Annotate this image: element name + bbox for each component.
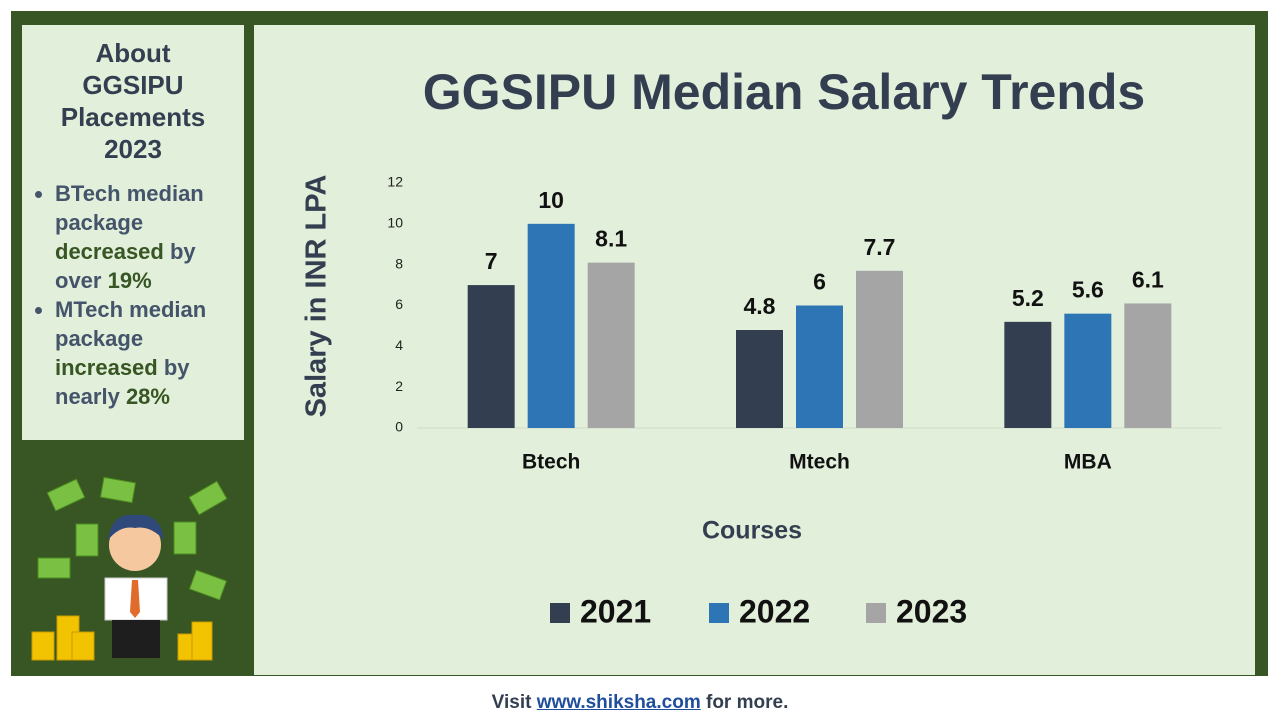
bar xyxy=(1004,321,1052,428)
y-tick-label: 8 xyxy=(395,255,403,271)
data-label: 5.6 xyxy=(1072,277,1104,303)
bullet: MTech median package increased by nearly… xyxy=(55,295,244,411)
footer-text: Visit xyxy=(491,692,537,713)
data-label: 7 xyxy=(485,248,498,274)
bar xyxy=(796,305,843,428)
sidebar-title-line: About xyxy=(95,38,171,68)
data-label: 10 xyxy=(538,187,564,213)
data-label: 6.1 xyxy=(1132,267,1164,293)
sidebar-title-line: 2023 xyxy=(104,134,162,164)
data-label: 4.8 xyxy=(744,293,776,319)
data-label: 8.1 xyxy=(595,226,627,252)
chart-title: GGSIPU Median Salary Trends xyxy=(423,64,1145,120)
legend-label: 2023 xyxy=(896,593,967,629)
bar xyxy=(527,223,575,428)
y-tick-label: 10 xyxy=(387,215,403,231)
legend-label: 2022 xyxy=(739,593,810,629)
bullet-text: BTech median package xyxy=(55,181,204,235)
data-label: 7.7 xyxy=(864,234,896,260)
data-label: 6 xyxy=(813,269,826,295)
bullet-text: by nearly xyxy=(55,355,190,409)
footer: Visit www.shiksha.com for more. xyxy=(0,692,1280,714)
y-tick-label: 0 xyxy=(395,419,403,435)
bar xyxy=(856,270,903,428)
y-tick-label: 2 xyxy=(395,378,403,394)
legend-swatch xyxy=(866,603,886,623)
bullet-list: BTech median package decreased by over 1… xyxy=(22,179,244,411)
sidebar-title-line: GGSIPU xyxy=(82,70,184,100)
data-label: 5.2 xyxy=(1012,285,1044,311)
highlight: 19% xyxy=(107,268,152,293)
y-axis-label: Salary in INR LPA xyxy=(301,175,333,418)
sidebar-title: About GGSIPU Placements 2023 xyxy=(22,37,244,165)
illustration xyxy=(31,476,228,661)
footer-text: for more. xyxy=(700,692,789,713)
bullet-text: by over xyxy=(55,239,196,293)
y-tick-label: 4 xyxy=(395,337,403,353)
bar xyxy=(1124,303,1172,428)
bar xyxy=(736,330,783,428)
legend-swatch xyxy=(550,603,570,623)
x-tick-label: Btech xyxy=(522,451,580,474)
footer-link[interactable]: www.shiksha.com xyxy=(536,692,701,713)
highlight: increased xyxy=(55,355,158,380)
bullet: BTech median package decreased by over 1… xyxy=(55,179,244,295)
legend-swatch xyxy=(709,603,729,623)
y-tick-label: 6 xyxy=(395,296,403,312)
x-tick-label: MBA xyxy=(1064,451,1112,474)
bar xyxy=(1064,313,1112,428)
highlight: 28% xyxy=(125,384,170,409)
y-tick-label: 12 xyxy=(387,174,403,190)
bar xyxy=(587,262,635,428)
legend-label: 2021 xyxy=(580,593,651,629)
bullet-text: MTech median package xyxy=(55,297,207,351)
highlight: decreased xyxy=(55,239,164,264)
bar xyxy=(467,285,515,428)
x-axis-label: Courses xyxy=(702,517,802,545)
x-tick-label: Mtech xyxy=(789,451,850,474)
sidebar-title-line: Placements xyxy=(60,102,206,132)
